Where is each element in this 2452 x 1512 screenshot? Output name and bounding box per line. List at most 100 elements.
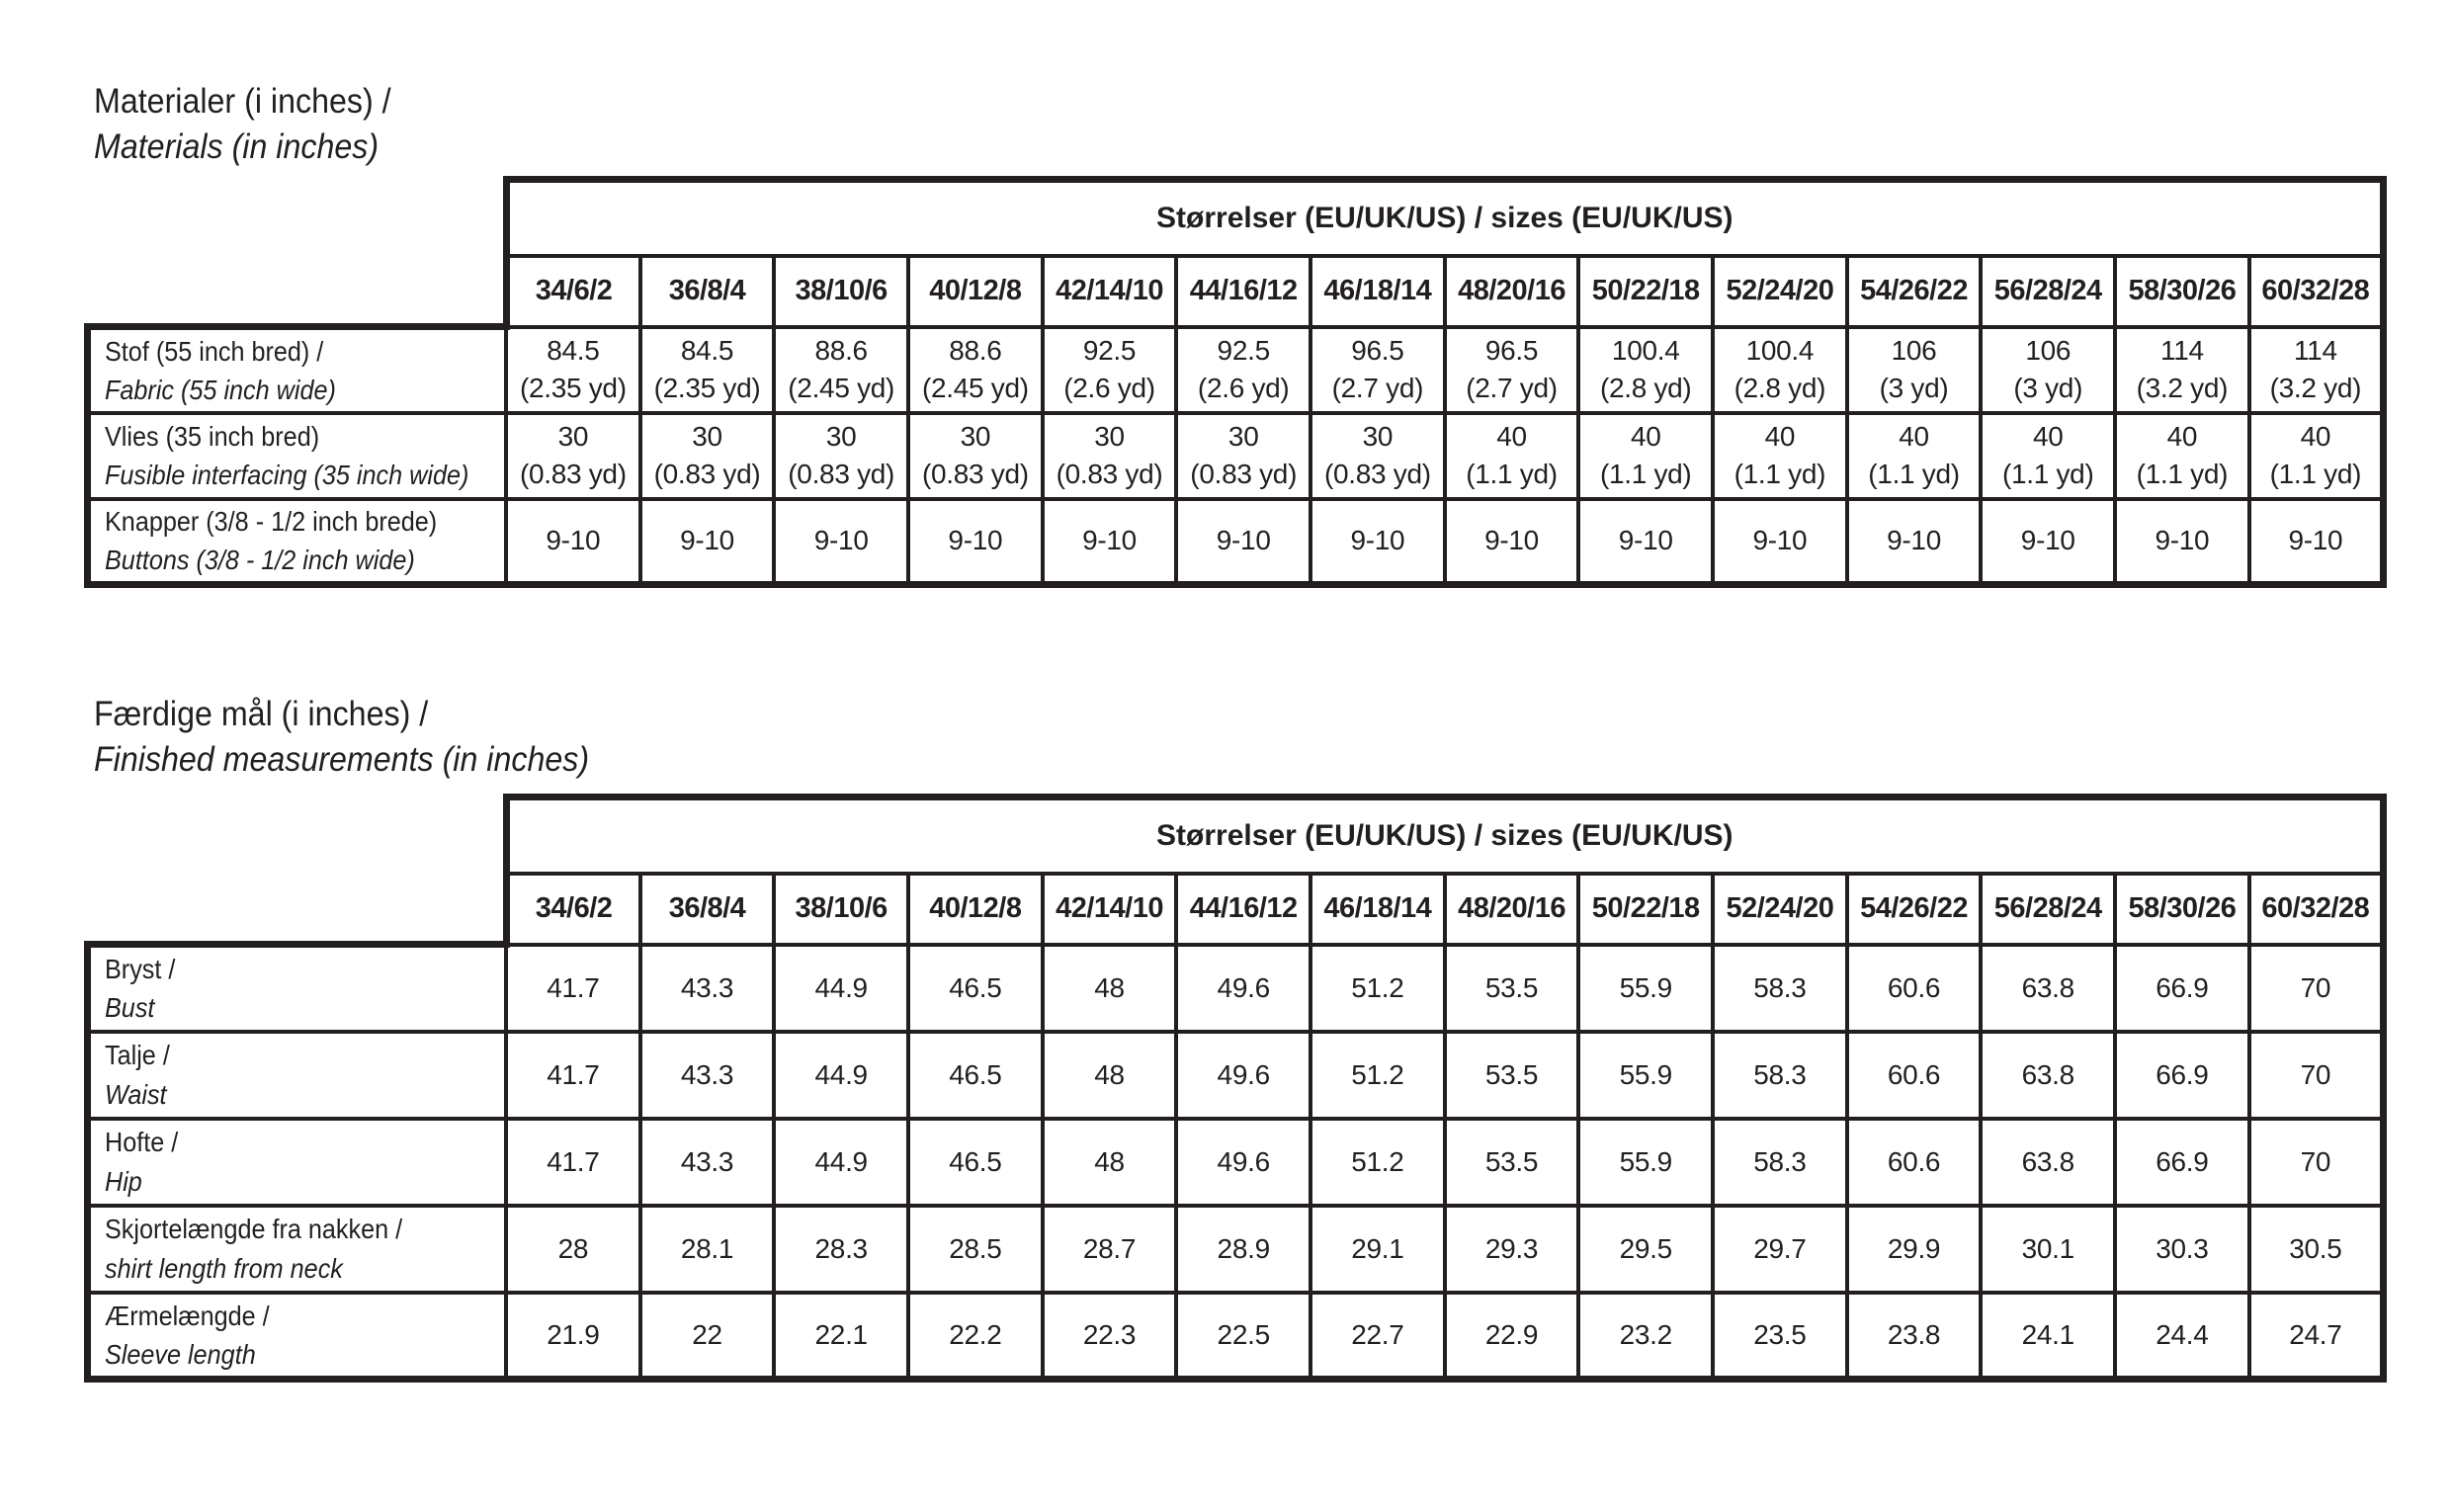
row-label-english: shirt length from neck <box>105 1252 343 1284</box>
row-label-danish: Skjortelængde fra nakken / <box>105 1214 403 1245</box>
size-column-header: 58/30/26 <box>2113 253 2251 329</box>
sizes-span-header: Størrelser (EU/UK/US) / sizes (EU/UK/US) <box>502 794 2387 876</box>
value-cell: 30 (0.83 yd) <box>1174 410 1313 501</box>
size-column-header: 36/8/4 <box>637 253 777 329</box>
size-column-header: 54/26/22 <box>1844 871 1984 947</box>
size-column-header: 46/18/14 <box>1309 871 1447 947</box>
row-label-text: Talje / Waist <box>105 1036 465 1113</box>
value-cell: 60.6 <box>1844 942 1984 1034</box>
value-cell: 96.5 (2.7 yd) <box>1309 324 1447 415</box>
value-cell: 28.7 <box>1040 1203 1179 1295</box>
value-cell: 70 <box>2246 1029 2387 1121</box>
value-cell: 66.9 <box>2113 1029 2251 1121</box>
value-cell: 92.5 (2.6 yd) <box>1174 324 1313 415</box>
value-cell: 28.3 <box>772 1203 911 1295</box>
value-cell: 41.7 <box>504 1029 642 1121</box>
value-cell: 22.5 <box>1174 1290 1313 1383</box>
table-top-left-spacer <box>88 798 507 874</box>
size-column-header: 48/20/16 <box>1442 871 1581 947</box>
value-cell: 88.6 (2.45 yd) <box>906 324 1045 415</box>
value-cell: 70 <box>2246 1116 2387 1208</box>
value-cell: 58.3 <box>1711 942 1849 1034</box>
row-label-danish: Stof (55 inch bred) / <box>105 335 324 367</box>
value-cell: 30.3 <box>2113 1203 2251 1295</box>
row-label-text: Skjortelængde fra nakken / shirt length f… <box>105 1210 465 1287</box>
value-cell: 30.1 <box>1979 1203 2118 1295</box>
value-cell: 30 (0.83 yd) <box>906 410 1045 501</box>
value-cell: 9-10 <box>504 496 642 588</box>
row-label: Ærmelængde / Sleeve length <box>84 1290 508 1383</box>
value-cell: 63.8 <box>1979 1029 2118 1121</box>
value-cell: 40 (1.1 yd) <box>1576 410 1716 501</box>
row-label-english: Fabric (55 inch wide) <box>105 374 336 405</box>
row-label: Bryst / Bust <box>84 941 508 1034</box>
value-cell: 66.9 <box>2113 942 2251 1034</box>
value-cell: 48 <box>1040 1029 1179 1121</box>
value-cell: 23.2 <box>1576 1290 1716 1383</box>
finished-measurements-table: Størrelser (EU/UK/US) / sizes (EU/UK/US)… <box>84 794 2387 1383</box>
value-cell: 9-10 <box>1442 496 1581 588</box>
value-cell: 28.5 <box>906 1203 1045 1295</box>
size-column-header: 38/10/6 <box>772 871 911 947</box>
finished-measurements-title-danish: Færdige mål (i inches) / <box>94 695 429 733</box>
value-cell: 30 (0.83 yd) <box>637 410 777 501</box>
value-cell: 24.7 <box>2246 1290 2387 1383</box>
size-column-header: 52/24/20 <box>1711 871 1849 947</box>
size-column-header: 56/28/24 <box>1979 253 2118 329</box>
value-cell: 22.2 <box>906 1290 1045 1383</box>
materials-section-title: Materialer (i inches) / Materials (in in… <box>94 79 391 170</box>
size-column-header: 34/6/2 <box>502 253 642 329</box>
value-cell: 22.3 <box>1040 1290 1179 1383</box>
value-cell: 63.8 <box>1979 942 2118 1034</box>
value-cell: 44.9 <box>772 942 911 1034</box>
row-label-english: Sleeve length <box>105 1338 256 1370</box>
size-column-header: 42/14/10 <box>1040 253 1179 329</box>
value-cell: 41.7 <box>504 942 642 1034</box>
value-cell: 40 (1.1 yd) <box>1979 410 2118 501</box>
value-cell: 9-10 <box>2113 496 2251 588</box>
value-cell: 53.5 <box>1442 1116 1581 1208</box>
value-cell: 29.3 <box>1442 1203 1581 1295</box>
row-label-danish: Talje / <box>105 1040 170 1071</box>
value-cell: 60.6 <box>1844 1029 1984 1121</box>
value-cell: 70 <box>2246 942 2387 1034</box>
value-cell: 28.1 <box>637 1203 777 1295</box>
value-cell: 22 <box>637 1290 777 1383</box>
value-cell: 55.9 <box>1576 1029 1716 1121</box>
value-cell: 88.6 (2.45 yd) <box>772 324 911 415</box>
materials-title-danish: Materialer (i inches) / <box>94 82 391 121</box>
size-column-header: 60/32/28 <box>2246 253 2387 329</box>
size-column-header: 56/28/24 <box>1979 871 2118 947</box>
value-cell: 40 (1.1 yd) <box>1442 410 1581 501</box>
value-cell: 55.9 <box>1576 1116 1716 1208</box>
value-cell: 30 (0.83 yd) <box>772 410 911 501</box>
materials-title-english: Materials (in inches) <box>94 127 380 167</box>
value-cell: 24.4 <box>2113 1290 2251 1383</box>
value-cell: 84.5 (2.35 yd) <box>637 324 777 415</box>
value-cell: 53.5 <box>1442 942 1581 1034</box>
value-cell: 9-10 <box>1576 496 1716 588</box>
row-label-text: Hofte / Hip <box>105 1123 465 1200</box>
row-label-english: Waist <box>105 1078 167 1110</box>
value-cell: 9-10 <box>1979 496 2118 588</box>
value-cell: 60.6 <box>1844 1116 1984 1208</box>
row-label-danish: Knapper (3/8 - 1/2 inch brede) <box>105 506 438 538</box>
value-cell: 40 (1.1 yd) <box>1844 410 1984 501</box>
value-cell: 23.5 <box>1711 1290 1849 1383</box>
size-column-header: 40/12/8 <box>906 871 1045 947</box>
value-cell: 58.3 <box>1711 1029 1849 1121</box>
value-cell: 29.9 <box>1844 1203 1984 1295</box>
row-label-text: Vlies (35 inch bred) Fusible interfacing … <box>105 417 469 494</box>
value-cell: 46.5 <box>906 1116 1045 1208</box>
value-cell: 51.2 <box>1309 1029 1447 1121</box>
row-label-english: Fusible interfacing (35 inch wide) <box>105 460 469 490</box>
value-cell: 114 (3.2 yd) <box>2246 324 2387 415</box>
value-cell: 84.5 (2.35 yd) <box>504 324 642 415</box>
value-cell: 9-10 <box>1174 496 1313 588</box>
finished-measurements-section-title: Færdige mål (i inches) / Finished measur… <box>94 692 589 783</box>
value-cell: 29.5 <box>1576 1203 1716 1295</box>
value-cell: 114 (3.2 yd) <box>2113 324 2251 415</box>
row-label-english: Bust <box>105 992 155 1024</box>
value-cell: 22.7 <box>1309 1290 1447 1383</box>
